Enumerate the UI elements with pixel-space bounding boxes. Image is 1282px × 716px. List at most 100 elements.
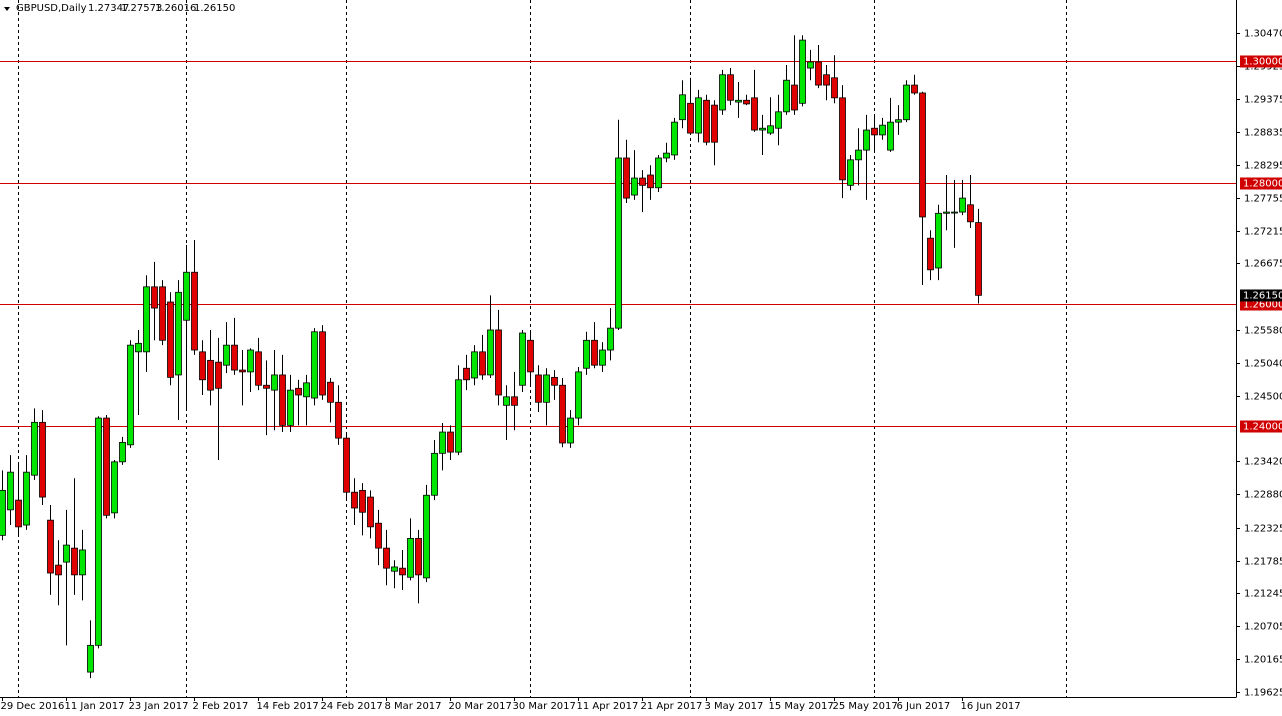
candle-body [527, 339, 534, 373]
candle-body [407, 537, 414, 578]
candle-body [655, 157, 662, 189]
candle-body [223, 344, 230, 366]
header: GBPUSD,Daily 1.27347 1.27573 1.26016 1.2… [4, 3, 235, 14]
candle-body [743, 99, 750, 105]
x-tick-label: 11 Jan 2017 [65, 701, 125, 712]
candle-body [375, 522, 382, 549]
y-tick-label: 1.26675 [1244, 259, 1282, 270]
candle-body [311, 331, 318, 399]
candle-body [199, 351, 206, 381]
candle-body [79, 549, 86, 576]
candle-body [303, 382, 310, 398]
y-tick-label: 1.20165 [1244, 655, 1282, 666]
candle-body [751, 97, 758, 131]
info-high: 1.27573 [121, 3, 162, 14]
x-tick-label: 23 Jan 2017 [129, 701, 189, 712]
candle-body [231, 344, 238, 371]
x-tick-label: 3 May 2017 [705, 701, 764, 712]
candle-body [791, 84, 798, 111]
candle-body [55, 564, 62, 576]
candle-body [127, 344, 134, 446]
y-tick-label: 1.19625 [1244, 688, 1282, 699]
candle-body [271, 374, 278, 391]
y-tick-label: 1.21245 [1244, 589, 1282, 600]
candle-body [175, 291, 182, 376]
candle-body [719, 74, 726, 111]
candle-body [967, 204, 974, 223]
candle-body [695, 97, 702, 134]
x-tick-label: 11 Apr 2017 [577, 701, 639, 712]
candle-body [255, 351, 262, 386]
level-label: 1.24000 [1243, 422, 1282, 433]
candle-body [911, 84, 918, 94]
candle-body [767, 125, 774, 134]
candle-body [927, 237, 934, 271]
candle-body [535, 374, 542, 403]
candle-body [159, 286, 166, 341]
candle-body [215, 361, 222, 389]
candle-body [463, 367, 470, 381]
candle-body [583, 339, 590, 369]
level-label: 1.30000 [1243, 57, 1282, 68]
y-tick-label: 1.27755 [1244, 194, 1282, 205]
candle-body [503, 396, 510, 406]
level-label-box [1240, 55, 1282, 68]
candle-body [111, 461, 118, 514]
y-tick-label: 1.24500 [1244, 392, 1282, 403]
candle-body [95, 417, 102, 646]
x-tick-label: 21 Apr 2017 [641, 701, 703, 712]
candle-body [823, 74, 830, 86]
candle-body [191, 271, 198, 351]
candle-body [623, 157, 630, 199]
candle-body [455, 379, 462, 453]
candle-body [807, 61, 814, 69]
candle-body [975, 222, 982, 296]
candle-body [735, 99, 742, 103]
candle-body [103, 417, 110, 516]
candle-body [351, 491, 358, 509]
candle-body [575, 371, 582, 419]
candle-body [919, 92, 926, 218]
x-tick-label: 6 Jun 2017 [897, 701, 951, 712]
menu-arrow [4, 7, 10, 11]
level-label: 1.28000 [1243, 179, 1282, 190]
candle-body [367, 496, 374, 528]
candle-body [551, 376, 558, 386]
candle-body [47, 519, 54, 574]
y-tick-label: 1.20705 [1244, 622, 1282, 633]
candle-body [247, 349, 254, 373]
candle-body [319, 331, 326, 396]
x-tick-label: 25 May 2017 [833, 701, 898, 712]
candle-body [39, 421, 46, 498]
candle-body [703, 99, 710, 143]
candle-body [679, 94, 686, 121]
info-open: 1.27347 [88, 3, 129, 14]
candle-body [207, 359, 214, 391]
y-tick-label: 1.30470 [1244, 29, 1282, 40]
level-label: 1.26000 [1243, 300, 1282, 311]
candle-body [671, 121, 678, 156]
candle-body [615, 157, 622, 329]
y-tick-label: 1.22325 [1244, 524, 1282, 535]
candle-body [711, 104, 718, 143]
candle-body [831, 77, 838, 99]
last-price-box [1240, 289, 1282, 302]
candle-body [599, 349, 606, 366]
candle-body [647, 174, 654, 189]
candle-body [895, 119, 902, 123]
candle-body [439, 431, 446, 454]
y-tick-label: 1.25580 [1244, 326, 1282, 337]
candle-body [447, 431, 454, 453]
candle-body [935, 212, 942, 269]
x-tick-label: 8 Mar 2017 [385, 701, 442, 712]
candle-body [119, 441, 126, 463]
candle-body [495, 329, 502, 396]
candle-body [903, 84, 910, 121]
candle-body [839, 97, 846, 181]
info-low: 1.26016 [155, 3, 196, 14]
x-tick-label: 24 Feb 2017 [321, 701, 383, 712]
candle-body [279, 374, 286, 426]
candle-body [887, 121, 894, 151]
candle-body [799, 39, 806, 104]
